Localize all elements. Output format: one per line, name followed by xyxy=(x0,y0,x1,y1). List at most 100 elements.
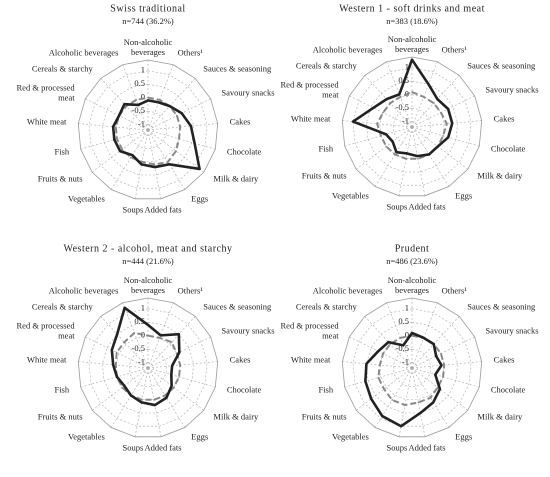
category-label: Fish xyxy=(318,143,333,153)
category-label: Eggs xyxy=(455,191,472,201)
series-vertex xyxy=(440,364,443,367)
chart-subtitle: n=383 (18.6%) xyxy=(386,16,438,26)
series-vertex xyxy=(178,376,180,378)
series-vertex xyxy=(113,138,116,141)
category-label: Soups xyxy=(387,443,408,453)
series-vertex xyxy=(112,125,114,128)
series-vertex xyxy=(140,401,143,404)
series-vertex xyxy=(451,122,454,125)
series-vertex xyxy=(154,404,156,406)
category-label: Fruits & nuts xyxy=(38,173,83,183)
series-vertex xyxy=(383,388,385,390)
category-label: Non-alcoholic beverages xyxy=(388,275,437,295)
series-vertex xyxy=(416,155,419,157)
category-label: Eggs xyxy=(191,432,208,442)
category-label: Red & processed meat xyxy=(17,320,76,340)
series-vertex xyxy=(440,111,442,114)
series-vertex xyxy=(130,394,132,397)
r-tick-label: -0.5 xyxy=(132,105,145,115)
series-vertex xyxy=(193,142,196,145)
series-vertex xyxy=(404,404,406,406)
series-vertex xyxy=(170,385,173,387)
series-vertex xyxy=(115,126,117,128)
category-label: Non-alcoholic beverages xyxy=(124,275,173,295)
series-vertex xyxy=(172,386,175,389)
series-vertex xyxy=(389,102,392,104)
series-vertex xyxy=(158,99,161,101)
category-label: Milk & dairy xyxy=(213,411,259,421)
series-vertex xyxy=(112,363,114,366)
series-vertex xyxy=(168,105,171,107)
chart-title: Western 1 - soft drinks and meat xyxy=(339,3,485,14)
category-label: Savoury snacks xyxy=(485,84,538,94)
series-vertex xyxy=(398,93,401,96)
series-line xyxy=(376,91,448,160)
series-vertex xyxy=(432,102,435,104)
category-label: Savoury snacks xyxy=(485,325,538,335)
category-label: Added fats xyxy=(145,443,182,453)
grid-ring xyxy=(379,335,445,401)
r-tick-label: 1 xyxy=(141,65,145,75)
series-vertex xyxy=(432,343,435,345)
spoke xyxy=(147,123,218,131)
category-label: Non-alcoholic beverages xyxy=(388,34,437,54)
series-vertex xyxy=(147,324,149,326)
series-vertex xyxy=(175,150,177,152)
category-label: Sauces & seasoning xyxy=(203,63,272,73)
category-label: Alcoholic beverages xyxy=(313,285,383,295)
r-tick-label: -0.5 xyxy=(132,343,145,353)
series-vertex xyxy=(141,160,143,163)
r-tick-label: -0.5 xyxy=(396,102,409,112)
series-vertex xyxy=(141,398,143,401)
category-label: Soups xyxy=(123,205,144,215)
series-vertex xyxy=(171,364,173,367)
category-label: Alcoholic beverages xyxy=(49,47,119,57)
series-vertex xyxy=(395,151,398,153)
category-label: Cereals & starchy xyxy=(32,63,94,73)
series-vertex xyxy=(429,396,432,399)
category-label: Vegetables xyxy=(68,432,105,442)
series-vertex xyxy=(385,145,388,148)
series-vertex xyxy=(115,364,117,366)
series-vertex xyxy=(198,168,201,170)
category-label: Milk & dairy xyxy=(213,173,259,183)
series-vertex xyxy=(116,376,118,378)
outer-ring xyxy=(341,297,483,438)
series-vertex xyxy=(405,157,407,160)
r-tick-label: 0 xyxy=(141,92,145,102)
series-vertex xyxy=(406,152,408,155)
chart-subtitle: n=486 (23.6%) xyxy=(386,256,438,266)
grid-ring xyxy=(406,362,418,374)
series-line xyxy=(111,99,201,171)
grid-ring xyxy=(88,308,208,427)
series-vertex xyxy=(419,412,422,414)
grid-ring xyxy=(142,362,154,374)
category-label: Eggs xyxy=(191,194,208,204)
series-vertex xyxy=(115,351,118,354)
category-label: Chocolate xyxy=(491,143,526,153)
series-vertex xyxy=(178,333,180,335)
series-line xyxy=(351,58,454,158)
r-tick-label: -1 xyxy=(138,119,145,129)
series-line xyxy=(114,331,182,401)
series-vertex xyxy=(170,341,173,343)
category-label: Cakes xyxy=(494,354,515,364)
category-label: Savoury snacks xyxy=(221,87,274,97)
series-vertex xyxy=(417,157,419,160)
series-vertex xyxy=(402,344,405,347)
category-label: Fruits & nuts xyxy=(302,170,347,180)
grid-ring xyxy=(88,70,208,189)
spoke xyxy=(411,361,482,369)
category-label: Fruits & nuts xyxy=(38,411,83,421)
series-vertex xyxy=(387,341,390,343)
series-vertex xyxy=(432,401,435,404)
r-tick-label: 1 xyxy=(141,303,145,313)
series-vertex xyxy=(428,153,430,156)
category-label: Red & processed meat xyxy=(17,82,76,102)
spoke xyxy=(411,316,460,369)
category-label: Milk & dairy xyxy=(477,170,523,180)
series-vertex xyxy=(385,133,387,136)
series-vertex xyxy=(176,114,178,117)
series-vertex xyxy=(372,106,375,109)
series-vertex xyxy=(190,125,192,127)
